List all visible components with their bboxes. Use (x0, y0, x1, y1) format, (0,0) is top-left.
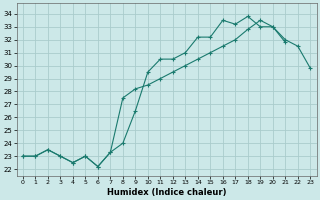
X-axis label: Humidex (Indice chaleur): Humidex (Indice chaleur) (107, 188, 226, 197)
